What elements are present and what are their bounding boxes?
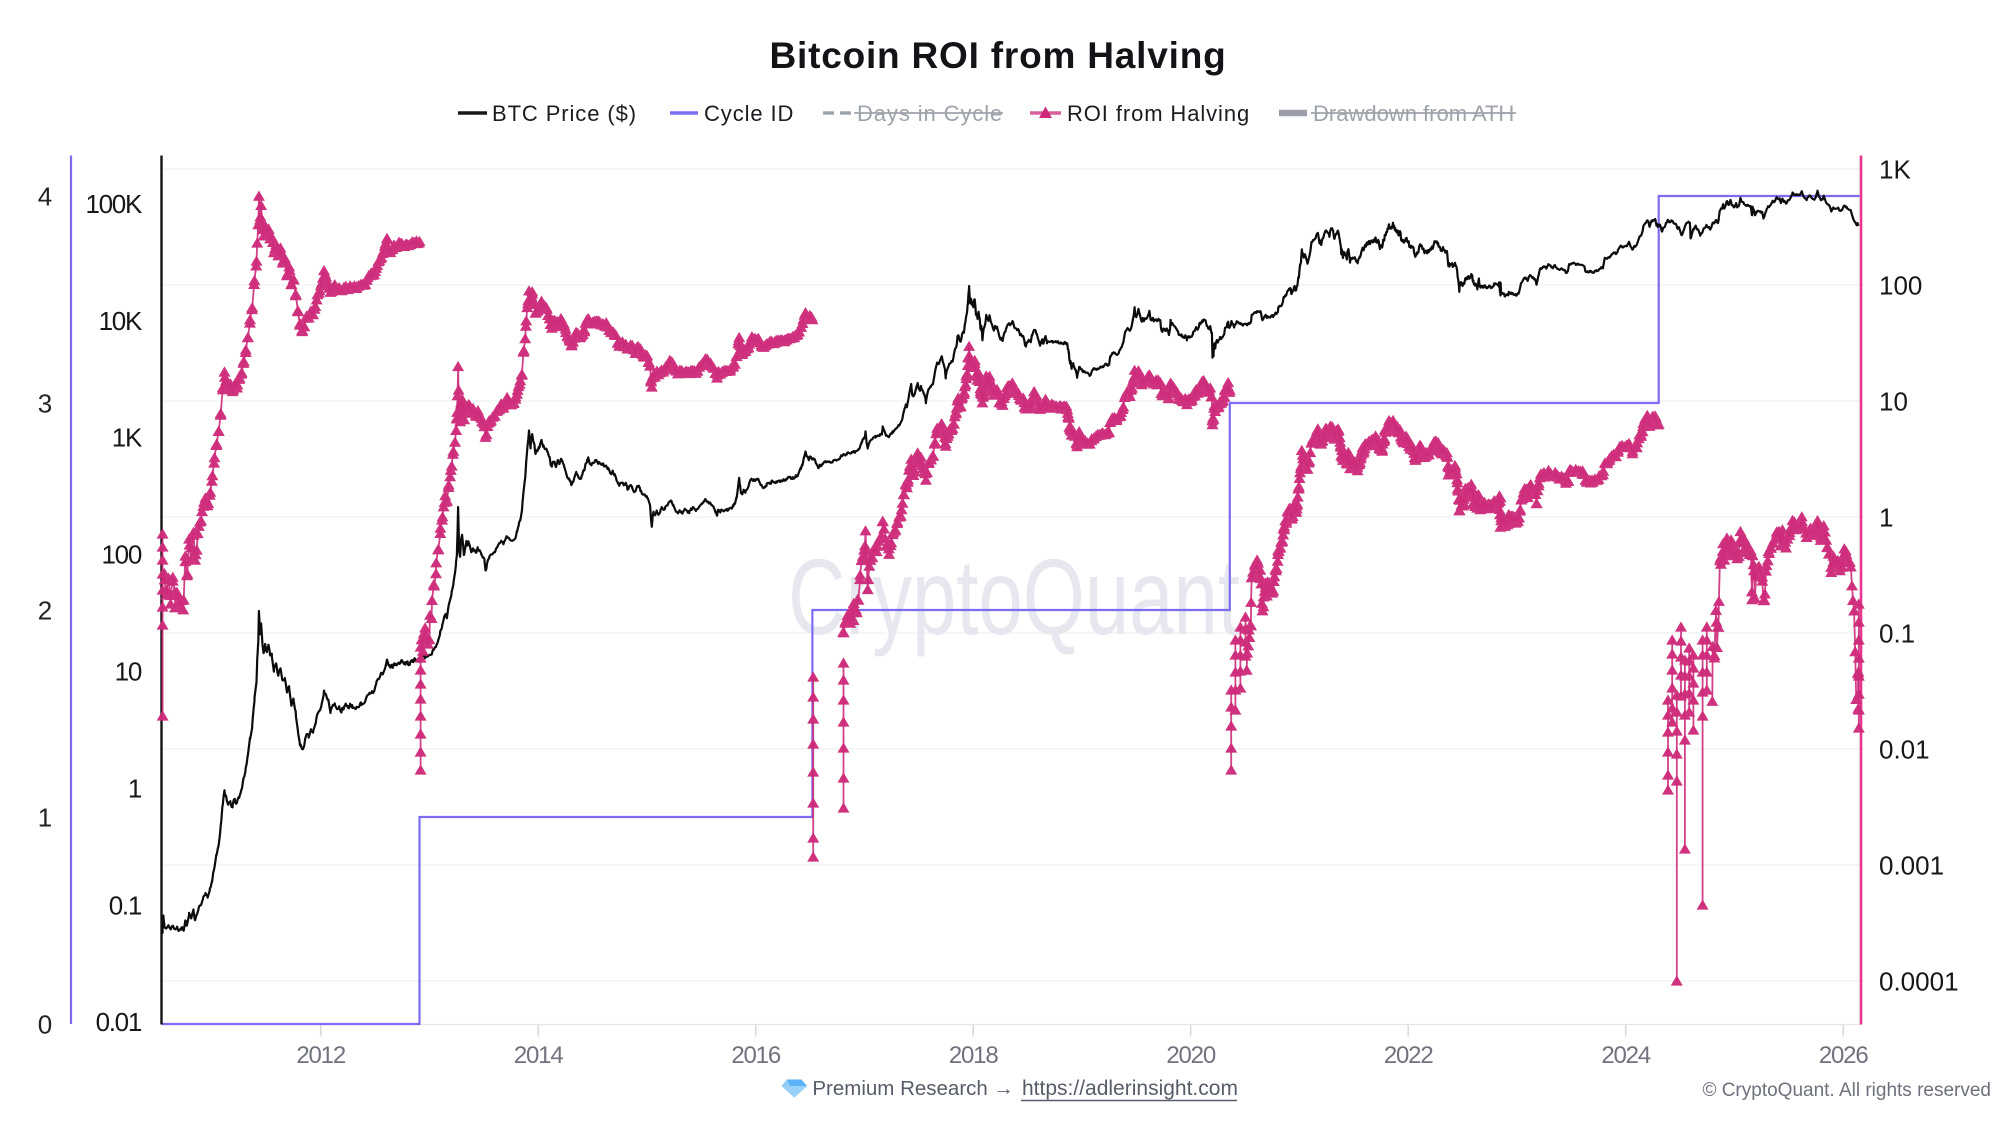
svg-text:1K: 1K [112, 423, 143, 453]
svg-text:100K: 100K [85, 189, 142, 219]
svg-text:2022: 2022 [1384, 1042, 1433, 1069]
svg-text:2024: 2024 [1601, 1042, 1650, 1069]
svg-text:Premium Research →: Premium Research → [812, 1077, 1014, 1100]
svg-text:2026: 2026 [1819, 1042, 1868, 1069]
svg-text:0.1: 0.1 [109, 890, 142, 920]
svg-text:0.01: 0.01 [1879, 735, 1930, 765]
svg-text:BTC Price ($): BTC Price ($) [492, 101, 637, 126]
svg-text:2: 2 [38, 596, 52, 626]
svg-text:1: 1 [1879, 503, 1893, 533]
svg-text:https://adlerinsight.com: https://adlerinsight.com [1022, 1077, 1238, 1100]
svg-text:0.0001: 0.0001 [1879, 967, 1959, 997]
svg-text:Bitcoin ROI from Halving: Bitcoin ROI from Halving [769, 35, 1226, 76]
svg-text:3: 3 [38, 389, 52, 419]
svg-text:0.01: 0.01 [96, 1007, 142, 1037]
svg-text:CryptoQuant: CryptoQuant [788, 536, 1240, 657]
svg-text:10: 10 [1879, 387, 1908, 417]
svg-text:100: 100 [1879, 271, 1922, 301]
svg-text:10K: 10K [99, 306, 143, 336]
svg-text:2020: 2020 [1166, 1042, 1215, 1069]
svg-text:0.1: 0.1 [1879, 619, 1915, 649]
svg-text:1: 1 [128, 773, 142, 803]
svg-text:2016: 2016 [731, 1042, 780, 1069]
svg-text:0: 0 [38, 1010, 52, 1040]
svg-text:© CryptoQuant. All rights rese: © CryptoQuant. All rights reserved [1702, 1080, 1991, 1101]
svg-text:2012: 2012 [296, 1042, 345, 1069]
svg-text:10: 10 [115, 657, 142, 687]
svg-text:1K: 1K [1879, 155, 1911, 185]
svg-text:100: 100 [102, 540, 142, 570]
svg-text:0.001: 0.001 [1879, 851, 1944, 881]
svg-text:ROI from Halving: ROI from Halving [1067, 101, 1250, 126]
svg-text:1: 1 [38, 803, 52, 833]
svg-text:4: 4 [38, 182, 52, 212]
svg-text:2014: 2014 [514, 1042, 563, 1069]
svg-text:2018: 2018 [949, 1042, 998, 1069]
svg-text:Cycle ID: Cycle ID [704, 101, 794, 126]
